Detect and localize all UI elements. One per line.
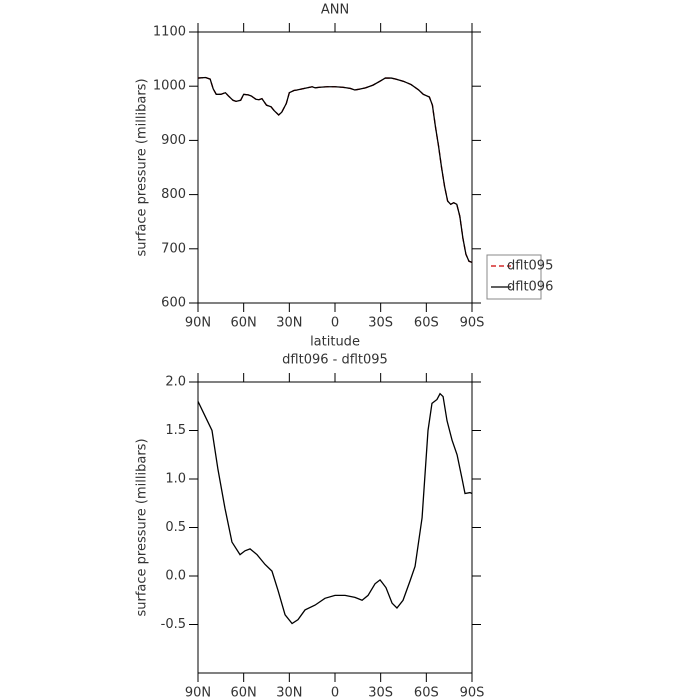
x-tick-label: 0: [331, 686, 339, 700]
plot-frame: [197, 381, 473, 674]
legend-label: dflt096: [507, 280, 553, 295]
data-line: [197, 76, 473, 263]
y-tick-label: 0.5: [165, 520, 186, 535]
chart-title: ANN: [321, 3, 349, 18]
y-tick-label: 700: [161, 241, 186, 256]
y-tick-label: 900: [161, 133, 186, 148]
x-tick-label: 90S: [460, 316, 485, 331]
x-tick-label: 30S: [368, 686, 393, 700]
y-tick-label: -0.5: [161, 617, 186, 632]
y-tick-label: 1100: [153, 25, 186, 40]
x-tick-label: 30N: [276, 316, 302, 331]
chart-title: dflt096 - dflt095: [282, 353, 388, 368]
legend-box: [486, 254, 542, 300]
x-tick-label: 0: [331, 316, 339, 331]
y-tick-label: 1000: [153, 79, 186, 94]
x-tick-label: 90N: [185, 316, 211, 331]
x-tick-label: 90S: [460, 686, 485, 700]
y-tick-label: 1.0: [165, 472, 186, 487]
y-axis-label: surface pressure (millibars): [135, 438, 150, 616]
y-tick-label: 1.5: [165, 423, 186, 438]
x-tick-label: 60S: [414, 316, 439, 331]
y-tick-label: 800: [161, 187, 186, 202]
x-tick-label: 60S: [414, 686, 439, 700]
y-tick-label: 600: [161, 296, 186, 311]
y-axis-label: surface pressure (millibars): [135, 78, 150, 256]
y-tick-label: 0.0: [165, 569, 186, 584]
data-line: [197, 392, 473, 625]
x-tick-label: 90N: [185, 686, 211, 700]
x-tick-label: 60N: [231, 686, 257, 700]
x-tick-label: 30N: [276, 686, 302, 700]
x-tick-label: 60N: [231, 316, 257, 331]
data-line: [197, 76, 473, 263]
plot-frame: [197, 31, 473, 304]
x-tick-label: 30S: [368, 316, 393, 331]
y-tick-label: 2.0: [165, 375, 186, 390]
x-axis-label: latitude: [310, 335, 360, 350]
legend-label: dflt095: [507, 259, 553, 274]
